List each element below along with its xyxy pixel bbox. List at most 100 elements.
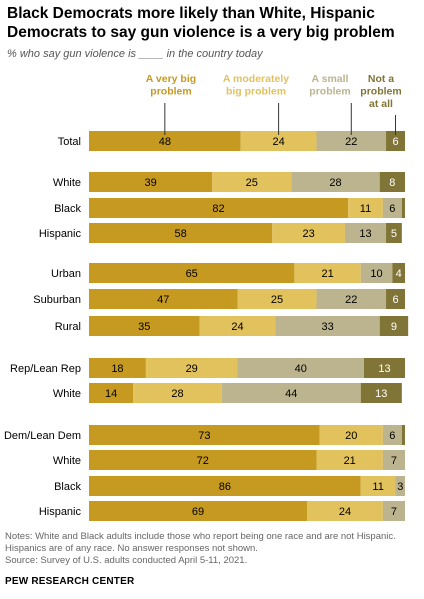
- bar-segment: [237, 358, 364, 378]
- legend-label: big problem: [226, 86, 286, 98]
- bar-segment: [89, 450, 317, 470]
- bar-segment: [199, 316, 276, 336]
- bar-segment: [89, 131, 241, 151]
- category-label: Urban: [51, 268, 81, 280]
- category-label: Hispanic: [39, 506, 82, 518]
- data-label: 13: [375, 388, 387, 400]
- legend-label: problem: [360, 86, 401, 98]
- bar-segment: [382, 450, 405, 470]
- data-label: 24: [231, 321, 243, 333]
- legend-label: A very big: [146, 73, 196, 85]
- category-label: Dem/Lean Dem: [4, 430, 81, 442]
- legend-label: at all: [369, 98, 393, 110]
- data-label: 13: [359, 228, 371, 240]
- bar-row-hispanic: Hispanic 58 23 13 5: [39, 223, 402, 243]
- bar-segment: [275, 316, 380, 336]
- data-label: 23: [302, 228, 314, 240]
- data-label: 73: [198, 430, 210, 442]
- data-label: 6: [389, 430, 395, 442]
- chart-title: Black Democrats more likely than White, …: [7, 5, 395, 41]
- data-label: 21: [344, 455, 356, 467]
- bar-segment: [89, 501, 308, 521]
- bar-segment: [360, 383, 402, 403]
- data-label: 40: [295, 363, 307, 375]
- bar-row-white: White 72 21 7: [53, 450, 405, 470]
- data-label: 86: [219, 481, 231, 493]
- data-label: 6: [389, 203, 395, 215]
- category-label: Hispanic: [39, 228, 82, 240]
- bar-segment: [382, 501, 405, 521]
- category-label: Rural: [55, 321, 81, 333]
- bar-segment: [307, 501, 383, 521]
- bar-segment: [89, 425, 320, 445]
- bar-row-white: White 14 28 44 13: [53, 383, 402, 403]
- data-label: 47: [157, 294, 169, 306]
- bar-segment: [89, 289, 238, 309]
- bar-row-black: Black 86 11 3: [54, 476, 405, 496]
- data-label: 5: [391, 228, 397, 240]
- bar-row-white: White 39 25 28 8: [53, 172, 405, 192]
- data-label: 24: [272, 136, 284, 148]
- data-label: 25: [271, 294, 283, 306]
- data-label: 44: [285, 388, 297, 400]
- bar-segment: [89, 316, 200, 336]
- category-label: White: [53, 455, 81, 467]
- data-label: 29: [186, 363, 198, 375]
- bar-segment: [382, 425, 402, 445]
- legend-label: Not a: [368, 73, 394, 85]
- bar-row-suburban: Suburban 47 25 22 6: [33, 289, 405, 309]
- bar-row-hispanic: Hispanic 69 24 7: [39, 501, 405, 521]
- category-label: Black: [54, 203, 81, 215]
- bar-segment: [386, 131, 405, 151]
- bar-segment: [221, 383, 361, 403]
- bar-segment: [348, 198, 383, 218]
- data-label: 33: [321, 321, 333, 333]
- chart-notes: Notes: White and Black adults include th…: [5, 531, 421, 567]
- data-label: 28: [171, 388, 183, 400]
- bar-segment: [272, 223, 345, 243]
- bar-segment: [316, 131, 387, 151]
- data-label: 8: [389, 177, 395, 189]
- bar-segment: [291, 172, 380, 192]
- data-label: 65: [186, 268, 198, 280]
- bar-segment: [386, 223, 402, 243]
- category-label: Rep/Lean Rep: [10, 363, 81, 375]
- data-label: 21: [321, 268, 333, 280]
- notes-text: Notes: White and Black adults include th…: [5, 531, 396, 554]
- bar-segment: [89, 476, 361, 496]
- bar-segment: [316, 289, 387, 309]
- bar-segment: [360, 263, 393, 283]
- bar-segment: [89, 172, 213, 192]
- data-label: 82: [212, 203, 224, 215]
- category-label: Total: [58, 136, 81, 148]
- bar-segment: [240, 131, 317, 151]
- bar-segment: [89, 198, 349, 218]
- legend-label: A moderately: [223, 73, 289, 85]
- data-label: 11: [372, 481, 383, 493]
- bar-segment: [319, 425, 383, 445]
- bar-segment: [133, 383, 222, 403]
- bar-row-total: Total 48 24 22 6: [58, 131, 405, 151]
- bar-segment: [344, 223, 387, 243]
- legend-label: problem: [309, 86, 350, 98]
- bar-segment: [294, 263, 361, 283]
- bar-segment: [401, 425, 405, 445]
- bar-segment: [382, 198, 402, 218]
- bar-segment: [379, 316, 409, 336]
- bar-segment: [360, 476, 396, 496]
- bar-segment: [392, 263, 405, 283]
- legend-label: A small: [312, 73, 349, 85]
- data-label: 11: [360, 203, 371, 215]
- data-label: 10: [370, 268, 382, 280]
- data-label: 20: [345, 430, 357, 442]
- data-label: 22: [345, 136, 357, 148]
- bar-segment: [89, 263, 295, 283]
- bar-segment: [212, 172, 292, 192]
- data-label: 24: [339, 506, 351, 518]
- bar-segment: [145, 358, 238, 378]
- data-label: 4: [396, 268, 402, 280]
- chart-subtitle: % who say gun violence is ____ in the co…: [7, 48, 263, 60]
- bar-segment: [363, 358, 405, 378]
